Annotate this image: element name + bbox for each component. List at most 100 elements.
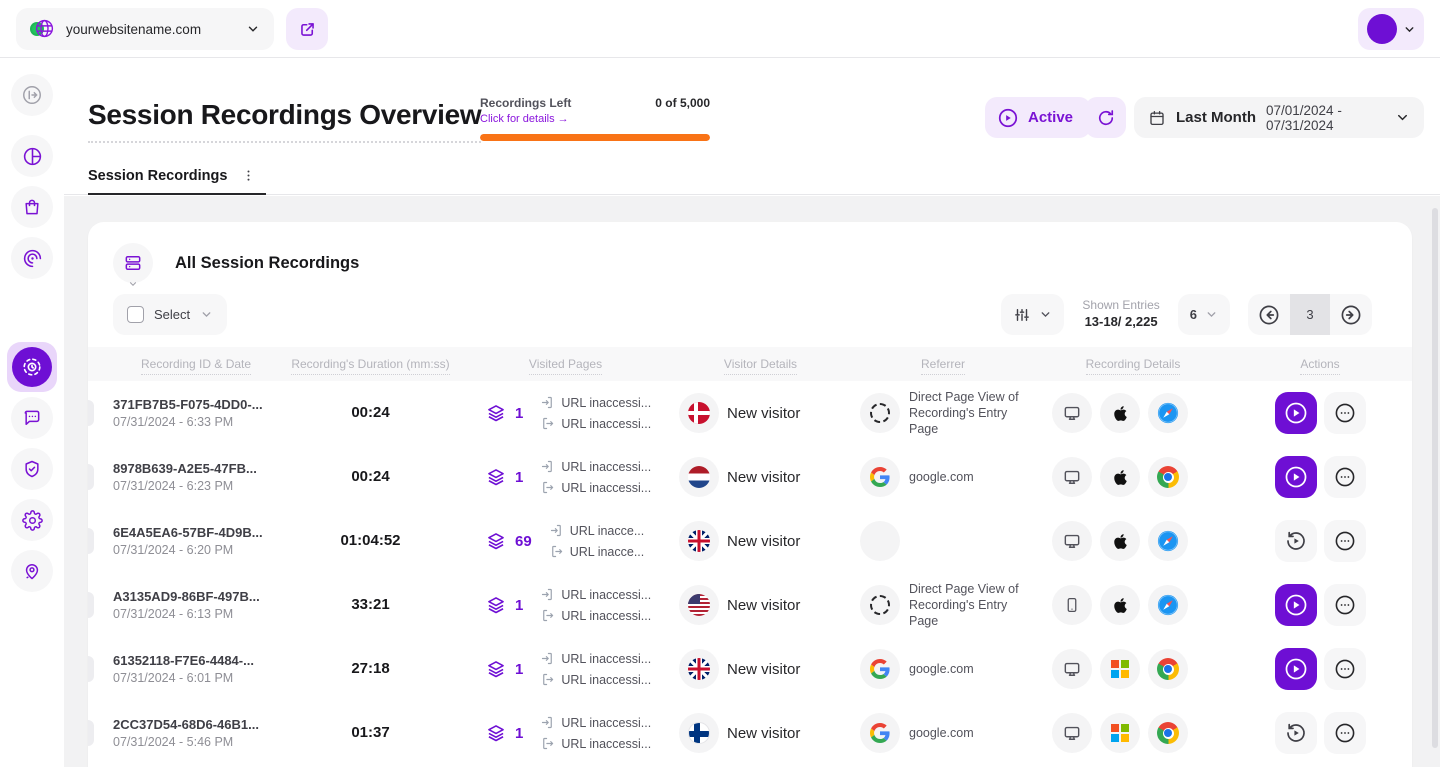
exit-url[interactable]: URL inaccessi... bbox=[540, 672, 651, 687]
row-handle[interactable] bbox=[88, 528, 94, 554]
column-actions[interactable]: Actions bbox=[1228, 357, 1412, 375]
sidebar-item-behavior[interactable] bbox=[11, 237, 53, 279]
sidebar-item-dashboard[interactable] bbox=[11, 135, 53, 177]
date-range-picker[interactable]: Last Month 07/01/2024 - 07/31/2024 bbox=[1134, 97, 1424, 138]
exit-url[interactable]: URL inaccessi... bbox=[540, 480, 651, 495]
more-options-button[interactable] bbox=[1323, 648, 1366, 690]
filters-dropdown[interactable] bbox=[1001, 294, 1065, 335]
dk-flag-icon bbox=[688, 402, 710, 424]
exit-url[interactable]: URL inaccessi... bbox=[540, 608, 651, 623]
exit-url[interactable]: URL inacce... bbox=[549, 544, 644, 559]
play-recording-button[interactable] bbox=[1274, 456, 1317, 498]
visitor-type: New visitor bbox=[727, 596, 801, 614]
none-referrer-icon bbox=[860, 521, 900, 561]
pages-count: 1 bbox=[515, 724, 524, 742]
page-size-dropdown[interactable]: 6 bbox=[1177, 294, 1230, 335]
duration-value: 00:24 bbox=[351, 468, 390, 485]
exit-url[interactable]: URL inaccessi... bbox=[540, 736, 651, 751]
sidebar-item-feedback[interactable] bbox=[11, 397, 53, 439]
status-active-button[interactable]: Active bbox=[985, 97, 1092, 138]
pages-count: 69 bbox=[515, 532, 532, 550]
visitor-type: New visitor bbox=[727, 660, 801, 678]
play-recording-button[interactable] bbox=[1274, 392, 1317, 434]
play-recording-button[interactable] bbox=[1274, 584, 1317, 626]
mobile-icon bbox=[1052, 585, 1092, 625]
row-handle[interactable] bbox=[88, 720, 94, 746]
column-duration[interactable]: Recording's Duration (mm:ss) bbox=[283, 357, 458, 375]
desktop-icon bbox=[1052, 457, 1092, 497]
entry-url[interactable]: URL inaccessi... bbox=[540, 395, 651, 410]
chat-bubble-icon bbox=[24, 410, 40, 425]
more-options-button[interactable] bbox=[1323, 712, 1366, 754]
select-all-checkbox[interactable] bbox=[127, 306, 144, 323]
database-icon bbox=[125, 256, 141, 270]
more-options-button[interactable] bbox=[1323, 392, 1366, 434]
more-options-button[interactable] bbox=[1323, 456, 1366, 498]
next-page-button[interactable] bbox=[1330, 294, 1372, 335]
visitor-type: New visitor bbox=[727, 724, 801, 742]
entry-url[interactable]: URL inaccessi... bbox=[540, 651, 651, 666]
recordings-progress-fill bbox=[480, 134, 710, 141]
row-handle[interactable] bbox=[88, 464, 94, 490]
open-website-button[interactable] bbox=[286, 8, 328, 50]
recording-date: 07/31/2024 - 6:20 PM bbox=[113, 543, 234, 557]
actions-cell bbox=[1228, 648, 1412, 690]
row-handle[interactable] bbox=[88, 656, 94, 682]
account-menu[interactable] bbox=[1358, 8, 1424, 50]
replay-recording-button[interactable] bbox=[1274, 520, 1317, 562]
column-visited-pages[interactable]: Visited Pages bbox=[458, 357, 673, 375]
google-referrer-icon bbox=[860, 457, 900, 497]
recording-details-cell bbox=[1038, 649, 1228, 689]
column-visitor-details[interactable]: Visitor Details bbox=[673, 357, 848, 375]
entry-page-icon bbox=[542, 460, 553, 473]
sidebar-item-settings[interactable] bbox=[11, 499, 53, 541]
website-selector[interactable]: yourwebsitename.com bbox=[16, 8, 274, 50]
sidebar-item-location[interactable] bbox=[11, 550, 53, 592]
visited-pages-cell: 1 URL inaccessi... URL inaccessi... bbox=[458, 587, 673, 623]
exit-page-icon bbox=[543, 673, 554, 686]
duration-value: 00:24 bbox=[351, 404, 390, 421]
session-recordings-icon bbox=[12, 347, 52, 387]
more-options-icon bbox=[1335, 723, 1354, 743]
row-handle[interactable] bbox=[88, 592, 94, 618]
sidebar-collapse-button[interactable] bbox=[11, 74, 53, 116]
entry-url[interactable]: URL inacce... bbox=[549, 523, 644, 538]
sidebar-item-privacy[interactable] bbox=[11, 448, 53, 490]
refresh-button[interactable] bbox=[1085, 97, 1126, 138]
visited-pages-cell: 1 URL inaccessi... URL inaccessi... bbox=[458, 459, 673, 495]
previous-page-button[interactable] bbox=[1248, 294, 1290, 335]
tab-options-icon[interactable] bbox=[241, 168, 256, 183]
column-recording-details[interactable]: Recording Details bbox=[1038, 357, 1228, 375]
referrer-text: google.com bbox=[909, 725, 974, 740]
recording-id: 371FB7B5-F075-4DD0-... bbox=[113, 397, 263, 412]
entry-url[interactable]: URL inaccessi... bbox=[540, 715, 651, 730]
sidebar-item-commerce[interactable] bbox=[11, 186, 53, 228]
row-handle[interactable] bbox=[88, 400, 94, 426]
entry-url[interactable]: URL inaccessi... bbox=[540, 459, 651, 474]
sidebar-item-session-recordings[interactable] bbox=[7, 342, 57, 392]
replay-recording-button[interactable] bbox=[1274, 712, 1317, 754]
visitor-type: New visitor bbox=[727, 468, 801, 486]
datasource-button[interactable] bbox=[113, 243, 153, 287]
safari-icon bbox=[1148, 521, 1188, 561]
recordings-details-link[interactable]: Click for details → bbox=[480, 113, 569, 125]
entry-url[interactable]: URL inaccessi... bbox=[540, 587, 651, 602]
vertical-scrollbar[interactable] bbox=[1432, 208, 1438, 748]
column-recording-id[interactable]: Recording ID & Date bbox=[113, 357, 283, 375]
referrer-text: google.com bbox=[909, 661, 974, 676]
column-referrer[interactable]: Referrer bbox=[848, 357, 1038, 375]
more-options-button[interactable] bbox=[1323, 584, 1366, 626]
pages-count: 1 bbox=[515, 404, 524, 422]
play-recording-button[interactable] bbox=[1274, 648, 1317, 690]
windows-icon bbox=[1100, 649, 1140, 689]
google-referrer-icon bbox=[860, 649, 900, 689]
desktop-icon bbox=[1052, 713, 1092, 753]
tab-session-recordings[interactable]: Session Recordings bbox=[88, 158, 267, 195]
select-dropdown[interactable]: Select bbox=[113, 294, 228, 335]
recording-id: A3135AD9-86BF-497B... bbox=[113, 589, 260, 604]
website-globe-icon bbox=[30, 17, 56, 41]
pages-count: 1 bbox=[515, 596, 524, 614]
exit-url[interactable]: URL inaccessi... bbox=[540, 416, 651, 431]
layers-icon bbox=[488, 469, 504, 486]
more-options-button[interactable] bbox=[1323, 520, 1366, 562]
